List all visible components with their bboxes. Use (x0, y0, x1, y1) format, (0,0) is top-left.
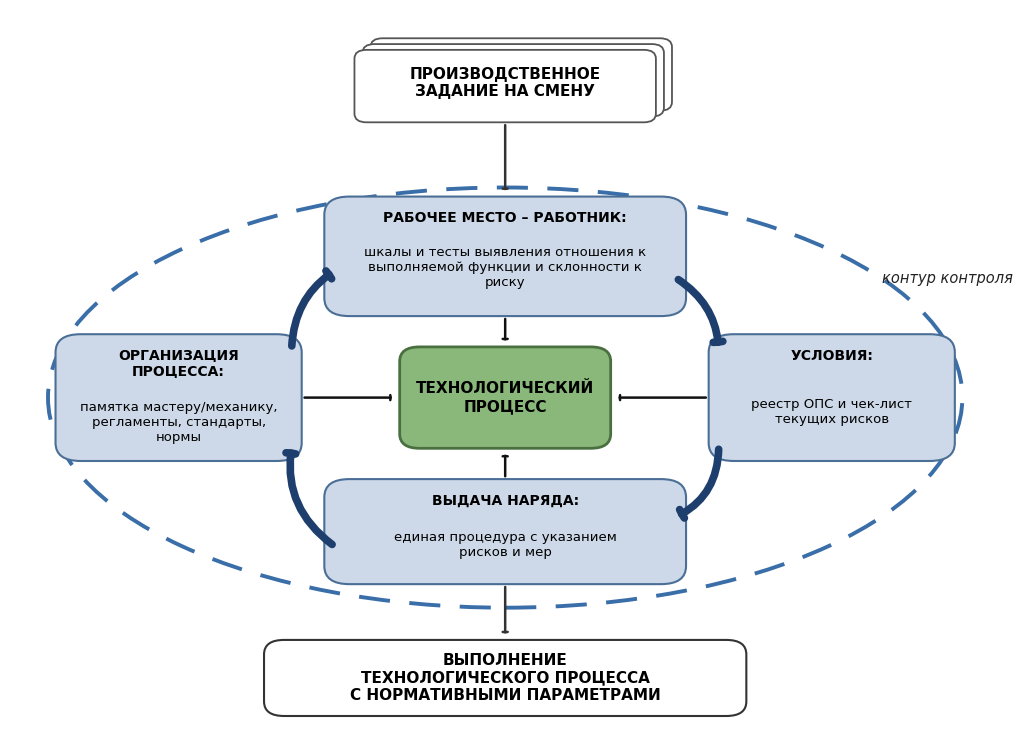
Text: реестр ОПС и чек-лист
текущих рисков: реестр ОПС и чек-лист текущих рисков (751, 398, 912, 426)
Text: единая процедура с указанием
рисков и мер: единая процедура с указанием рисков и ме… (394, 531, 617, 558)
Text: ТЕХНОЛОГИЧЕСКИЙ
ПРОЦЕСС: ТЕХНОЛОГИЧЕСКИЙ ПРОЦЕСС (416, 381, 594, 414)
Text: контур контроля: контур контроля (882, 271, 1013, 285)
Text: ОРГАНИЗАЦИЯ
ПРОЦЕССА:: ОРГАНИЗАЦИЯ ПРОЦЕССА: (118, 348, 238, 378)
Text: ВЫДАЧА НАРЯДА:: ВЫДАЧА НАРЯДА: (432, 493, 579, 508)
Text: РАБОЧЕЕ МЕСТО – РАБОТНИК:: РАБОЧЕЕ МЕСТО – РАБОТНИК: (383, 211, 627, 226)
FancyBboxPatch shape (324, 479, 686, 584)
FancyBboxPatch shape (363, 44, 664, 117)
FancyBboxPatch shape (400, 347, 611, 448)
Text: памятка мастеру/механику,
регламенты, стандарты,
нормы: памятка мастеру/механику, регламенты, ст… (80, 402, 278, 445)
Text: ВЫПОЛНЕНИЕ
ТЕХНОЛОГИЧЕСКОГО ПРОЦЕССА
С НОРМАТИВНЫМИ ПАРАМЕТРАМИ: ВЫПОЛНЕНИЕ ТЕХНОЛОГИЧЕСКОГО ПРОЦЕССА С Н… (350, 653, 661, 703)
Text: ПРОИЗВОДСТВЕННОЕ
ЗАДАНИЕ НА СМЕНУ: ПРОИЗВОДСТВЕННОЕ ЗАДАНИЕ НА СМЕНУ (409, 67, 600, 99)
Text: шкалы и тесты выявления отношения к
выполняемой функции и склонности к
риску: шкалы и тесты выявления отношения к выпо… (364, 246, 647, 288)
FancyBboxPatch shape (370, 38, 672, 111)
FancyBboxPatch shape (324, 196, 686, 316)
FancyBboxPatch shape (56, 334, 301, 461)
Text: УСЛОВИЯ:: УСЛОВИЯ: (791, 349, 873, 363)
FancyBboxPatch shape (355, 50, 656, 123)
FancyBboxPatch shape (708, 334, 955, 461)
FancyBboxPatch shape (264, 640, 746, 716)
